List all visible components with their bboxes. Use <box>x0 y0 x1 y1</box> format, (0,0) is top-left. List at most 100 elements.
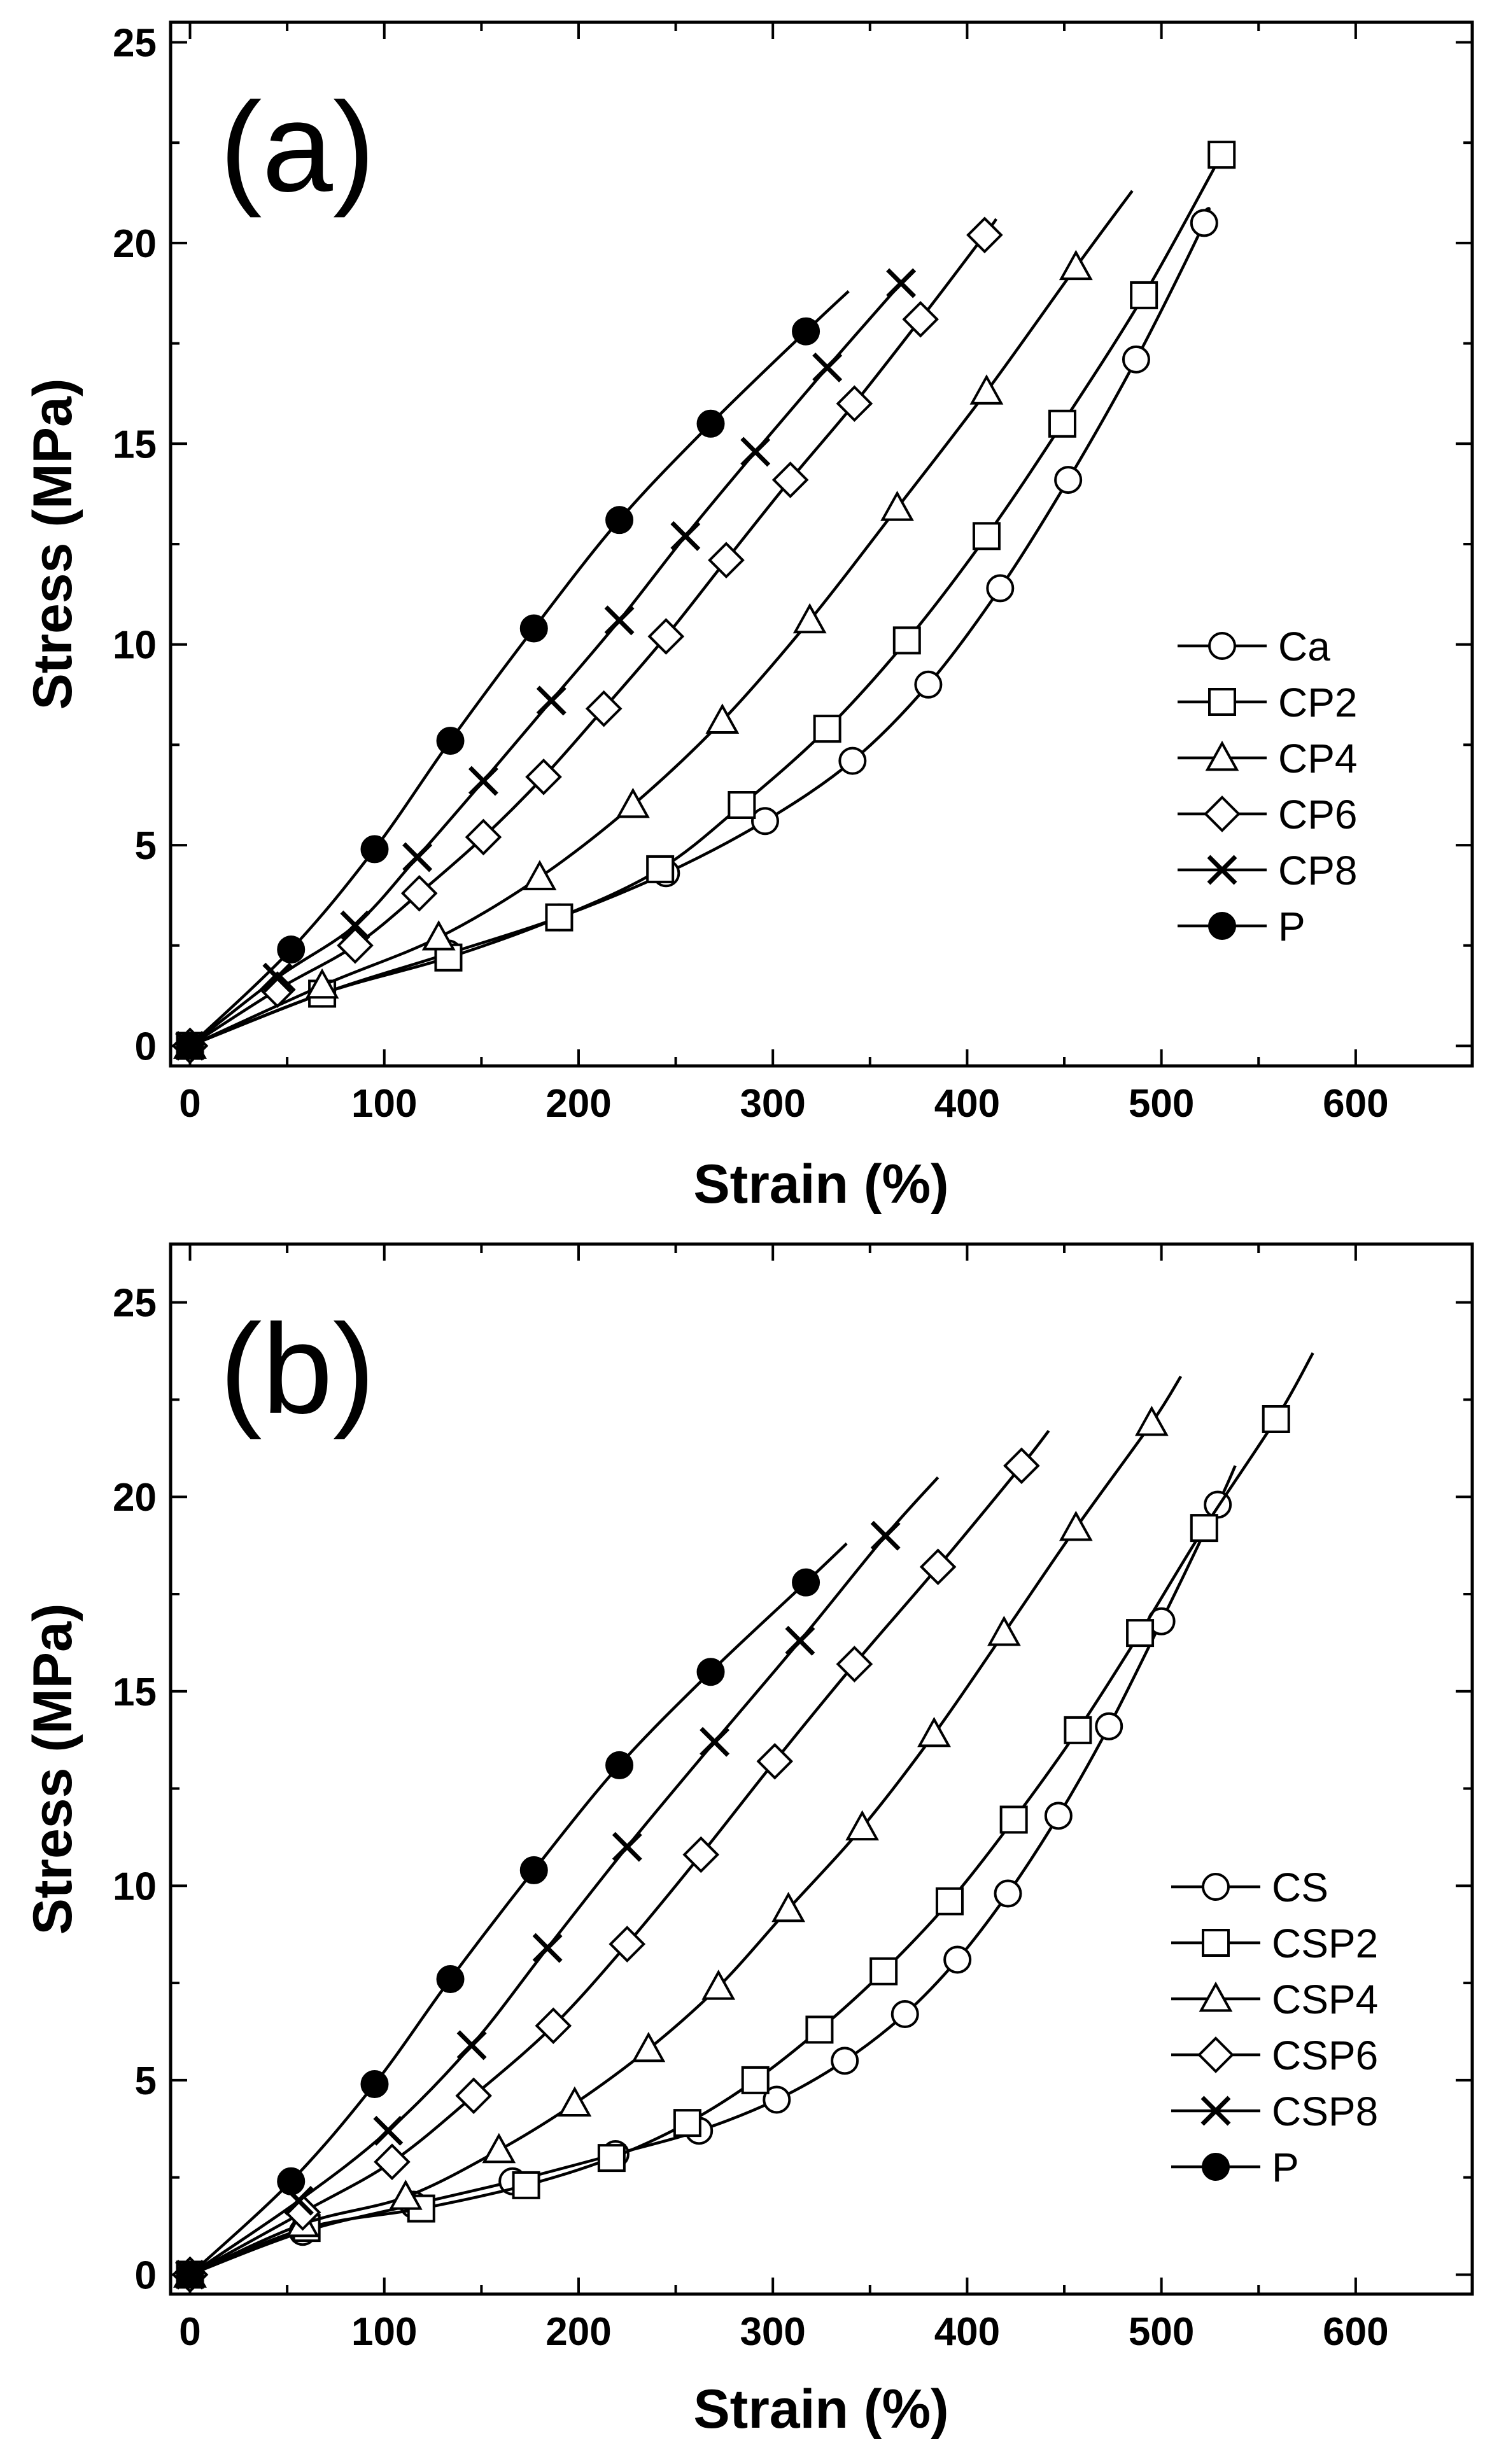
y-tick-label: 25 <box>113 22 157 66</box>
data-point-p <box>792 317 820 346</box>
data-point-cp2 <box>1207 141 1236 169</box>
y-tick-label: 0 <box>135 1025 157 1068</box>
legend-marker-ca <box>1208 632 1236 660</box>
data-point-csp2 <box>512 2171 540 2199</box>
data-point-p <box>277 2167 306 2195</box>
data-point-cs <box>1044 1802 1073 1830</box>
legend-label: CP2 <box>1278 680 1358 725</box>
data-point-ca <box>986 574 1015 603</box>
panel-label-a: (a) <box>220 76 375 218</box>
x-tick-label: 300 <box>740 1082 805 1126</box>
data-point-p <box>519 614 548 643</box>
legend-label: CSP8 <box>1272 2089 1378 2134</box>
x-tick-label: 200 <box>545 1082 611 1126</box>
data-point-p <box>792 1568 820 1597</box>
data-point-csp6 <box>919 1548 957 1586</box>
legend-b: CS CSP2 CSP4 CSP6 CSP8 P <box>1171 1865 1378 2190</box>
data-point-cp8 <box>536 685 567 716</box>
legend-marker-cp2 <box>1208 688 1236 716</box>
data-point-csp4 <box>1134 1405 1169 1436</box>
data-point-csp6 <box>374 2143 411 2181</box>
data-point-cp2 <box>813 715 841 743</box>
series-line-cp4 <box>189 190 1134 1047</box>
data-point-cp4 <box>792 603 827 634</box>
data-point-csp2 <box>1064 1716 1092 1744</box>
x-tick-label: 200 <box>545 2310 611 2354</box>
data-point-cp2 <box>728 791 756 819</box>
legend-label: CSP2 <box>1272 1921 1378 1966</box>
series-group-a <box>171 141 1236 1065</box>
legend-marker-p <box>1208 912 1236 940</box>
legend-marker-cs <box>1202 1873 1230 1901</box>
data-point-cp6 <box>585 690 623 727</box>
data-point-cp6 <box>836 385 873 423</box>
data-point-csp6 <box>535 2007 572 2045</box>
data-point-cp4 <box>305 968 339 999</box>
data-point-csp4 <box>388 2180 423 2210</box>
data-point-csp8 <box>373 2115 404 2146</box>
data-point-cp8 <box>604 605 635 636</box>
legend-label: CSP6 <box>1272 2033 1378 2078</box>
legend-label: CS <box>1272 1865 1328 1910</box>
legend-label: CP6 <box>1278 792 1358 837</box>
legend-marker-cp4 <box>1205 740 1239 771</box>
legend-label: P <box>1278 904 1305 949</box>
data-point-csp2 <box>741 2066 770 2094</box>
data-point-csp2 <box>999 1805 1028 1834</box>
data-point-csp4 <box>987 1615 1021 1646</box>
data-point-csp4 <box>558 2086 592 2117</box>
x-tick-label: 100 <box>351 1082 417 1126</box>
data-point-ca <box>1190 209 1218 237</box>
data-point-cp4 <box>616 787 650 818</box>
data-point-cp8 <box>468 766 498 796</box>
x-axis-title-a: Strain (%) <box>693 1154 948 1215</box>
data-point-csp2 <box>673 2109 701 2138</box>
series-group-b <box>171 1352 1314 2293</box>
legend-label: P <box>1272 2145 1299 2190</box>
data-point-cp6 <box>465 818 502 856</box>
data-point-csp8 <box>785 1625 815 1656</box>
x-tick-label: 300 <box>740 2310 805 2354</box>
data-point-cp2 <box>1130 281 1158 309</box>
data-point-cp6 <box>902 300 939 338</box>
x-tick-label: 600 <box>1323 1082 1388 1126</box>
data-point-csp2 <box>805 2015 834 2044</box>
legend-marker-csp2 <box>1202 1929 1230 1957</box>
data-point-cp6 <box>525 759 562 795</box>
y-tick-label: 5 <box>135 824 157 868</box>
data-point-csp2 <box>1190 1514 1218 1543</box>
plot-frame-b <box>169 1242 1474 2296</box>
data-point-csp6 <box>682 1836 720 1873</box>
data-point-cp6 <box>708 542 745 579</box>
x-tick-label: 600 <box>1323 2310 1388 2354</box>
series-line-cp6 <box>189 218 998 1047</box>
data-point-csp2 <box>1126 1619 1155 1648</box>
x-tick-label: 400 <box>934 2310 1000 2354</box>
panel-label-b: (b) <box>220 1298 375 1440</box>
data-point-csp6 <box>836 1646 873 1683</box>
data-point-csp2 <box>597 2144 626 2173</box>
data-point-cp8 <box>262 962 293 993</box>
data-point-cp6 <box>337 927 374 964</box>
y-tick-label: 10 <box>113 1865 157 1908</box>
data-point-cp8 <box>670 521 701 551</box>
data-point-p <box>176 1032 204 1060</box>
x-tick-label: 500 <box>1129 2310 1194 2354</box>
y-tick-label: 15 <box>113 1670 157 1714</box>
data-point-p <box>360 835 389 864</box>
series-line-p <box>188 1542 848 2276</box>
y-axis-title-a: Stress (MPa) <box>22 379 83 710</box>
data-point-cp4 <box>1059 249 1093 281</box>
data-point-cp2 <box>646 855 675 883</box>
x-tick-label: 500 <box>1129 1082 1194 1126</box>
legend-marker-cp8 <box>1207 855 1237 885</box>
axis-ticks-a: 0 100 200 300 400 500 600 0 5 10 15 20 25 <box>113 22 1472 1126</box>
data-point-p <box>436 1965 465 1993</box>
data-point-csp4 <box>701 1970 736 2000</box>
panel-a: 0 100 200 300 400 500 600 0 5 10 15 20 25 (a) Strain… <box>22 20 1474 1215</box>
x-tick-label: 100 <box>351 2310 417 2354</box>
data-point-ca <box>1054 466 1083 494</box>
series-line-cs <box>189 1465 1237 2276</box>
data-point-csp4 <box>1059 1510 1093 1541</box>
